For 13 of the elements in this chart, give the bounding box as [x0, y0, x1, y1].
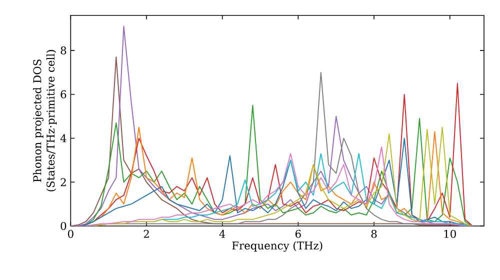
- x-axis-title: Frequency (THz): [232, 241, 322, 252]
- y-tick-label: 8: [60, 46, 66, 54]
- x-tick-label: 4: [219, 230, 226, 238]
- y-tick-label: 4: [60, 134, 66, 142]
- x-tick-label: 6: [296, 230, 301, 238]
- x-tick-label: 2: [144, 230, 149, 238]
- x-tick-label: 10: [444, 230, 456, 238]
- y-tick-label: 6: [60, 90, 66, 98]
- x-tick-label: 0: [68, 230, 74, 238]
- y-tick-label: 0: [60, 222, 66, 230]
- x-tick-label: 8: [371, 230, 377, 238]
- y-axis-title: Phonon projected DOS (States/THz·primitive cell): [33, 50, 57, 192]
- y-tick-label: 2: [60, 178, 66, 186]
